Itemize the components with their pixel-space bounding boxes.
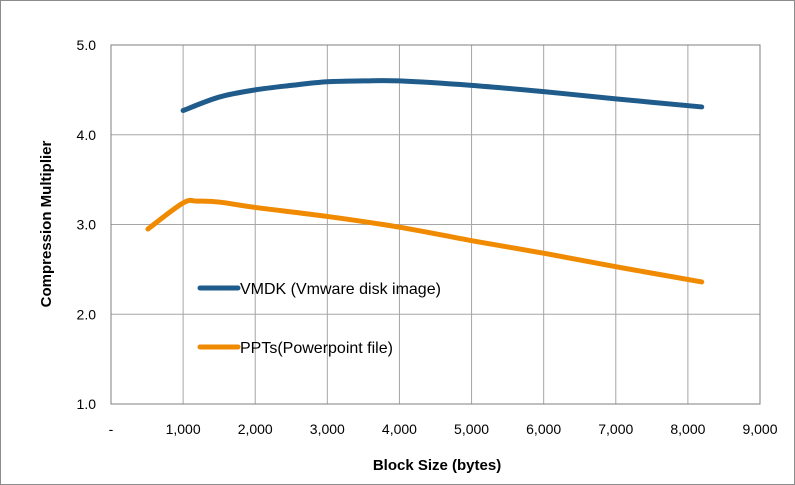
x-tick-labels: - 1,000 2,000 3,000 4,000 5,000 6,000 7,000 8,00… bbox=[109, 421, 778, 437]
legend-label: VMDK (Vmware disk image) bbox=[240, 281, 441, 298]
y-tick-label: 1.0 bbox=[77, 396, 97, 412]
y-axis-title: Compression Multiplier bbox=[38, 140, 55, 307]
series-line-2 bbox=[145, 197, 705, 285]
y-tick-label: 4.0 bbox=[77, 127, 97, 143]
y-tick-label: 5.0 bbox=[77, 37, 97, 53]
x-tick-label: 2,000 bbox=[238, 421, 273, 437]
x-tick-label: 9,000 bbox=[742, 421, 777, 437]
series-layer bbox=[145, 78, 705, 285]
plot-border bbox=[110, 44, 761, 405]
y-tick-label: 3.0 bbox=[77, 217, 97, 233]
x-tick-label: - bbox=[109, 421, 114, 437]
x-axis-title: Block Size (bytes) bbox=[373, 457, 501, 474]
plot-area bbox=[110, 44, 761, 405]
y-tick-label: 2.0 bbox=[77, 306, 97, 322]
x-tick-label: 8,000 bbox=[670, 421, 705, 437]
y-tick-labels: 1.0 2.0 3.0 4.0 5.0 bbox=[77, 37, 97, 412]
x-tick-label: 1,000 bbox=[166, 421, 201, 437]
legend-label: PPTs(Powerpoint file) bbox=[240, 340, 393, 357]
legend: VMDK (Vmware disk image) PPTs(Powerpoint … bbox=[197, 281, 441, 357]
x-tick-label: 6,000 bbox=[526, 421, 561, 437]
x-tick-label: 5,000 bbox=[454, 421, 489, 437]
series-line-1 bbox=[180, 78, 705, 114]
x-tick-label: 4,000 bbox=[382, 421, 417, 437]
x-tick-label: 7,000 bbox=[598, 421, 633, 437]
x-tick-label: 3,000 bbox=[310, 421, 345, 437]
